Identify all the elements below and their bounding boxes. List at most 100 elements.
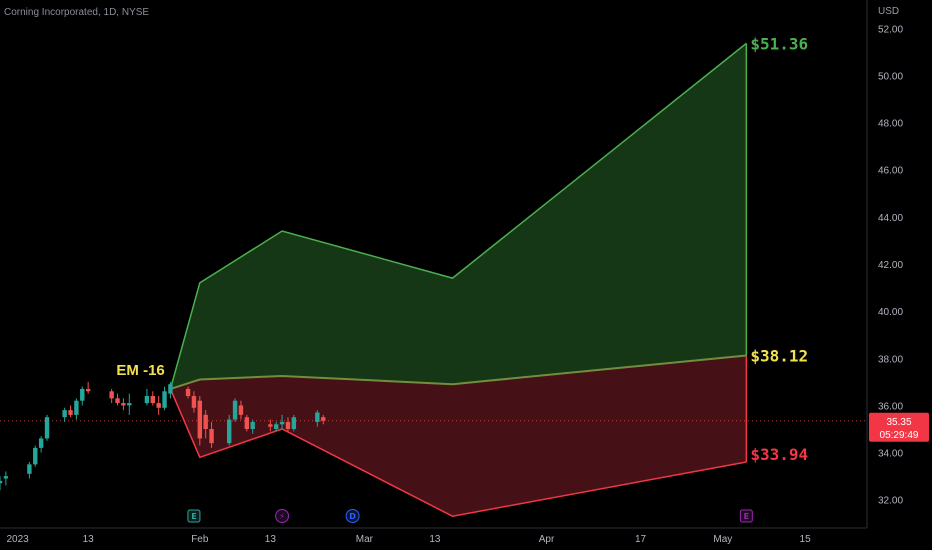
bar-countdown: 05:29:49 <box>880 430 919 441</box>
x-tick-label: May <box>713 534 732 545</box>
x-tick-label: 15 <box>800 534 812 545</box>
candle-body <box>68 410 73 415</box>
upper-band-fill <box>170 43 747 389</box>
y-tick-label: 38.00 <box>878 354 903 365</box>
candle[interactable] <box>85 381 91 394</box>
candle[interactable] <box>226 414 232 446</box>
y-tick-label: 34.00 <box>878 449 903 460</box>
candle-body <box>250 421 255 429</box>
candle[interactable] <box>121 398 126 411</box>
split-event-icon[interactable]: ⚡ <box>275 509 290 523</box>
candle[interactable] <box>3 471 9 486</box>
candle[interactable] <box>185 386 191 399</box>
candle[interactable] <box>0 476 3 491</box>
candle-body <box>0 480 3 484</box>
candle[interactable] <box>44 414 50 441</box>
lower-target-label: $33.94 <box>750 445 808 464</box>
upper-band-line <box>169 42 747 390</box>
candle[interactable] <box>68 405 73 418</box>
x-tick-label: Apr <box>539 534 555 545</box>
candle[interactable] <box>285 417 291 432</box>
candle-body <box>115 398 120 404</box>
x-tick-label: Feb <box>191 534 209 545</box>
candle[interactable] <box>33 445 38 467</box>
candle[interactable] <box>62 407 67 422</box>
dividend-event-icon[interactable]: D <box>345 509 360 523</box>
symbol-title: Corning Incorporated, 1D, NYSE <box>4 7 150 18</box>
candle[interactable] <box>38 436 44 453</box>
candle-body <box>38 438 44 448</box>
candle-body <box>244 417 250 429</box>
candle[interactable] <box>127 393 132 415</box>
event-badge <box>739 509 753 523</box>
expected-move-bands <box>169 42 748 517</box>
event-symbol: E <box>744 512 749 521</box>
candle[interactable] <box>244 414 250 432</box>
candle[interactable] <box>156 396 161 415</box>
y-tick-label: 42.00 <box>878 260 903 271</box>
last-price-tag: 35.35 05:29:49 <box>869 412 929 442</box>
event-markers[interactable]: E ⚡ D E <box>187 509 753 523</box>
mid-band-line <box>170 354 747 390</box>
x-tick-label: 13 <box>429 534 441 545</box>
candle-body <box>27 464 32 474</box>
candle-body <box>150 396 155 404</box>
candle[interactable] <box>315 410 320 427</box>
price-axis[interactable]: 32.00 34.00 36.00 38.00 40.00 42.00 44.00 46.00… <box>878 24 903 506</box>
candle[interactable] <box>74 398 79 420</box>
earnings-event-icon[interactable]: E <box>187 509 201 523</box>
candle-body <box>226 419 232 444</box>
y-tick-label: 40.00 <box>878 307 903 318</box>
candle[interactable] <box>168 381 173 399</box>
candle-body <box>62 410 67 418</box>
event-badge <box>275 509 290 523</box>
candle[interactable] <box>150 391 155 406</box>
candle[interactable] <box>268 419 273 432</box>
candle-body <box>285 421 291 429</box>
candle-body <box>3 476 9 479</box>
y-tick-label: 36.00 <box>878 401 903 412</box>
candle[interactable] <box>232 398 238 422</box>
candle[interactable] <box>197 396 203 446</box>
candle[interactable] <box>27 462 32 479</box>
candle-body <box>44 417 50 439</box>
x-tick-label: 17 <box>635 534 647 545</box>
candle[interactable] <box>203 410 208 439</box>
currency-label: USD <box>878 6 900 17</box>
y-tick-label: 50.00 <box>878 71 903 82</box>
candle[interactable] <box>162 386 167 411</box>
candle-body <box>274 424 279 429</box>
candle[interactable] <box>291 414 297 432</box>
expected-move-label: EM -16 <box>116 362 164 379</box>
candle[interactable] <box>250 419 255 434</box>
candle-body <box>162 391 167 408</box>
y-tick-label: 32.00 <box>878 496 903 507</box>
y-tick-label: 44.00 <box>878 213 903 224</box>
candle-body <box>74 400 79 415</box>
candle[interactable] <box>238 400 244 420</box>
band-labels: $51.36 $38.12 $33.94 EM -16 <box>116 34 808 464</box>
last-price-value: 35.35 <box>886 417 911 428</box>
lower-band-fill <box>170 355 747 517</box>
candles[interactable] <box>0 381 326 491</box>
candle[interactable] <box>279 414 285 429</box>
candle-body <box>85 388 91 392</box>
candle[interactable] <box>321 414 326 425</box>
mid-target-label: $38.12 <box>750 346 808 365</box>
candle-body <box>185 388 191 396</box>
candle[interactable] <box>144 388 150 406</box>
time-axis[interactable]: 2023 13 Feb 13 Mar 13 Apr 17 May 15 <box>7 534 812 545</box>
candle[interactable] <box>191 391 197 413</box>
candle-body <box>121 403 126 406</box>
candle[interactable] <box>274 421 279 432</box>
upper-target-label: $51.36 <box>750 34 808 53</box>
candle[interactable] <box>109 388 114 404</box>
earnings-event-icon[interactable]: E <box>739 509 753 523</box>
candle[interactable] <box>115 393 120 406</box>
event-symbol: E <box>191 512 196 521</box>
x-tick-label: Mar <box>356 534 374 545</box>
candle[interactable] <box>209 421 214 448</box>
candle-body <box>109 391 114 399</box>
candle[interactable] <box>80 386 85 406</box>
